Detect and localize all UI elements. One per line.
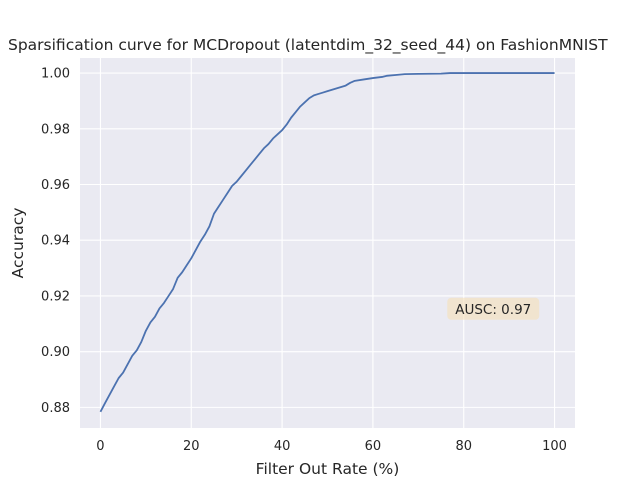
y-axis-ticks: 0.88 0.90 0.92 0.94 0.96 0.98 1.00 bbox=[41, 67, 70, 416]
line-series-layer bbox=[99, 72, 555, 413]
x-tick-label: 20 bbox=[183, 439, 200, 454]
y-tick-label: 0.88 bbox=[41, 401, 70, 416]
sparsification-curve-line bbox=[99, 72, 555, 413]
y-tick-label: 0.98 bbox=[41, 122, 70, 137]
annotation-text: AUSC: 0.97 bbox=[455, 302, 531, 318]
y-tick-label: 0.96 bbox=[41, 178, 70, 193]
plot-background bbox=[80, 58, 575, 428]
y-tick-label: 1.00 bbox=[41, 67, 70, 82]
ausc-annotation: AUSC: 0.97 bbox=[447, 297, 540, 320]
x-tick-label: 0 bbox=[96, 439, 104, 454]
y-tick-label: 0.94 bbox=[41, 234, 70, 249]
y-tick-label: 0.90 bbox=[41, 345, 70, 360]
chart-title: Sparsification curve for MCDropout (late… bbox=[8, 36, 608, 55]
x-axis-label: Filter Out Rate (%) bbox=[256, 460, 400, 478]
y-axis-label: Accuracy bbox=[9, 208, 27, 279]
x-axis-ticks: 0 20 40 60 80 100 bbox=[96, 439, 567, 454]
x-tick-label: 100 bbox=[542, 439, 567, 454]
annotation-box bbox=[447, 297, 540, 320]
y-tick-label: 0.92 bbox=[41, 289, 70, 304]
x-tick-label: 60 bbox=[365, 439, 382, 454]
x-tick-label: 40 bbox=[274, 439, 291, 454]
x-tick-label: 80 bbox=[455, 439, 472, 454]
